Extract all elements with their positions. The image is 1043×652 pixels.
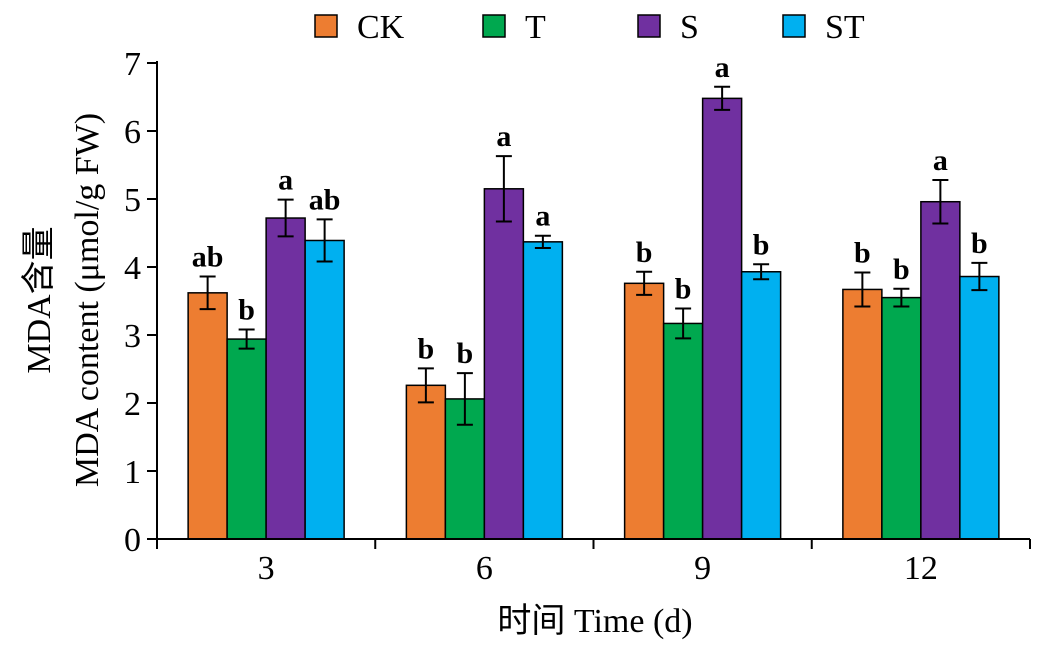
sig-label-t-9: b	[675, 272, 692, 305]
bar-s-3	[265, 217, 306, 540]
bar-t-12	[881, 296, 922, 540]
y-axis-title-line1: MDA含量	[20, 226, 58, 373]
bar-ck-12	[842, 288, 883, 540]
sig-label-t-6: b	[457, 337, 474, 370]
bar-st-12	[959, 275, 1000, 540]
legend-label-ck: CK	[357, 9, 405, 46]
sig-label-s-3: a	[278, 164, 293, 197]
sig-label-ck-3: ab	[192, 241, 224, 274]
legend-swatch-ck	[314, 14, 338, 38]
x-tick-label: 3	[258, 550, 275, 587]
legend-swatch-s	[637, 14, 661, 38]
y-tick-label: 6	[124, 114, 141, 151]
bar-ck-3	[187, 292, 228, 540]
sig-label-t-12: b	[893, 253, 910, 286]
sig-label-st-3: ab	[309, 183, 341, 216]
sig-label-ck-9: b	[636, 236, 653, 269]
y-tick-label: 0	[124, 522, 141, 559]
sig-label-t-3: b	[238, 294, 255, 327]
error-bars	[199, 85, 988, 426]
legend-label-st: ST	[825, 9, 865, 46]
sig-label-st-12: b	[971, 227, 988, 260]
bars	[187, 97, 1000, 540]
sig-label-s-6: a	[496, 120, 511, 153]
bar-st-9	[740, 271, 782, 540]
bar-t-3	[226, 338, 267, 540]
y-tick-label: 4	[124, 250, 141, 287]
legend-swatch-t	[482, 14, 506, 38]
bar-ck-6	[405, 384, 447, 540]
x-axis-title: 时间 Time (d)	[497, 603, 692, 640]
legend-swatch-st	[782, 14, 806, 38]
bar-st-3	[304, 239, 345, 540]
x-tick-label: 9	[694, 550, 711, 587]
bar-s-9	[701, 97, 743, 540]
x-tick-label: 6	[476, 550, 493, 587]
y-tick-label: 3	[124, 318, 141, 355]
bar-s-12	[920, 200, 961, 540]
sig-label-ck-6: b	[418, 332, 435, 365]
x-tick-label: 12	[904, 550, 938, 587]
legend: CK T S ST	[314, 9, 865, 46]
bar-t-9	[662, 322, 704, 540]
bar-ck-9	[623, 282, 665, 540]
y-tick-label: 2	[124, 386, 141, 423]
y-tick-label: 7	[124, 46, 141, 83]
sig-label-st-9: b	[753, 228, 770, 261]
legend-label-s: S	[680, 9, 699, 46]
bar-s-6	[483, 188, 525, 540]
legend-label-t: T	[525, 9, 546, 46]
sig-label-ck-12: b	[854, 236, 871, 269]
sig-label-st-6: a	[535, 200, 550, 233]
sig-label-s-9: a	[715, 51, 730, 84]
sig-label-s-12: a	[933, 144, 948, 177]
bar-st-6	[522, 241, 564, 540]
y-tick-label: 1	[124, 454, 141, 491]
y-axis-title-line2: MDA content (μmol/g FW)	[69, 113, 106, 487]
y-tick-label: 5	[124, 182, 141, 219]
